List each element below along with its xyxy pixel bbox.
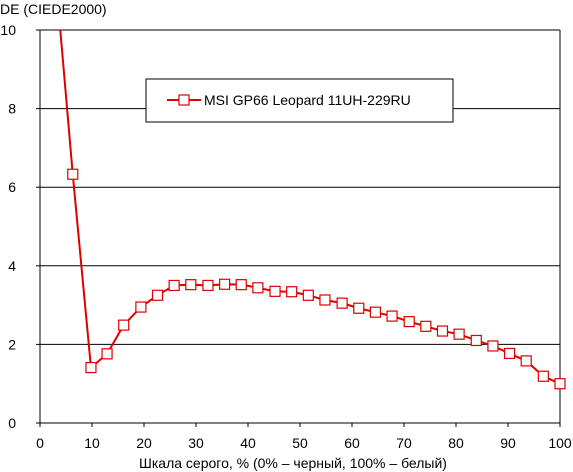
y-tick-label-0: 0: [8, 415, 16, 431]
data-point-marker: [151, 289, 164, 301]
data-point-marker: [503, 347, 516, 360]
data-point-marker: [420, 320, 432, 332]
data-point-marker: [470, 334, 482, 347]
x-tick-label-40: 40: [240, 435, 256, 451]
x-tick-label-20: 20: [136, 435, 152, 451]
data-point-marker: [487, 340, 499, 352]
data-point-marker: [386, 310, 398, 322]
x-tick-label-100: 100: [548, 435, 572, 451]
x-tick-label-70: 70: [396, 435, 412, 451]
data-point-marker: [436, 325, 449, 337]
x-tick-label-80: 80: [448, 435, 464, 451]
data-point-marker: [369, 306, 381, 318]
x-axis-title: Шкала серого, % (0% – черный, 100% – бел…: [139, 455, 447, 471]
data-point-marker: [403, 316, 415, 328]
y-tick-label-2: 2: [8, 336, 16, 352]
series-group: [59, 29, 566, 390]
data-point-marker: [453, 328, 465, 340]
data-point-marker: [353, 302, 365, 314]
axes: [36, 29, 561, 427]
data-point-marker: [202, 279, 214, 292]
y-tick-label-6: 6: [8, 179, 16, 195]
x-tick-label-30: 30: [188, 435, 204, 451]
y-tick-label-10: 10: [0, 22, 16, 38]
legend: MSI GP66 Leopard 11UH-229RU: [145, 78, 454, 123]
legend-marker-swatch: [178, 94, 190, 106]
data-point-marker: [118, 319, 130, 331]
data-point-marker: [67, 168, 79, 180]
data-point-marker: [537, 370, 549, 382]
data-point-marker: [135, 301, 147, 313]
x-tick-label-50: 50: [292, 435, 308, 451]
data-point-marker: [286, 286, 298, 298]
data-point-marker: [252, 282, 264, 294]
data-point-marker: [336, 297, 348, 309]
gridlines: [40, 29, 560, 345]
data-point-marker: [319, 294, 331, 306]
data-point-marker: [219, 278, 231, 290]
data-point-marker: [85, 361, 97, 374]
data-point-marker: [302, 289, 314, 301]
data-point-marker: [235, 279, 247, 291]
x-tick-label-90: 90: [500, 435, 516, 451]
y-tick-label-8: 8: [8, 101, 16, 117]
x-tick-label-10: 10: [84, 435, 100, 451]
y-axis-title: DE (CIEDE2000): [0, 1, 107, 17]
data-point-marker: [520, 355, 532, 367]
data-point-marker: [269, 285, 281, 297]
data-point-marker: [101, 348, 113, 360]
legend-entry-label: MSI GP66 Leopard 11UH-229RU: [204, 92, 411, 108]
data-point-marker: [168, 279, 180, 292]
y-tick-label-4: 4: [8, 258, 16, 274]
data-point-marker: [185, 279, 197, 291]
data-point-marker: [554, 378, 566, 390]
x-tick-label-60: 60: [344, 435, 360, 451]
x-tick-label-0: 0: [36, 435, 44, 451]
